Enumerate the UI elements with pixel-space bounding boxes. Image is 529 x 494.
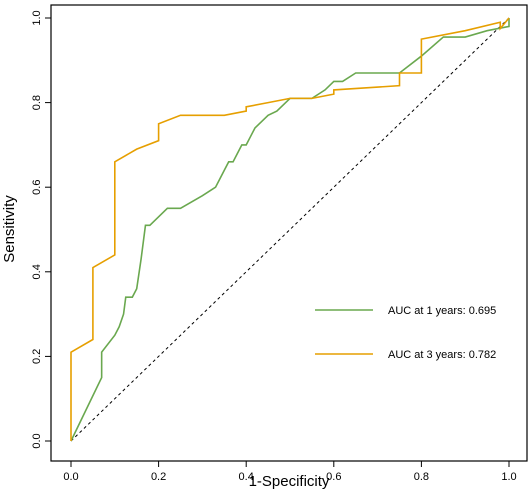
- plot-frame: [50, 4, 528, 462]
- legend: AUC at 1 years: 0.695 AUC at 3 years: 0.7…: [315, 305, 496, 361]
- series-layer: [70, 17, 510, 442]
- y-axis-title: Sensitivity: [1, 195, 18, 263]
- y-tick-label: 1.0: [31, 10, 43, 25]
- y-tick-label: 0.2: [31, 349, 43, 364]
- y-tick-label: 0.4: [31, 264, 43, 279]
- legend-label-2: AUC at 3 years: 0.782: [388, 349, 496, 361]
- y-tick-label: 0.8: [31, 95, 43, 110]
- x-tick-label: 0.0: [63, 471, 78, 483]
- y-ticks: 0.0 0.2 0.4 0.6 0.8 1.0: [31, 10, 51, 449]
- x-tick-label: 1.0: [501, 471, 516, 483]
- x-tick-label: 0.8: [414, 471, 429, 483]
- x-axis-title: 1-Specificity: [249, 473, 330, 490]
- reference-line-layer: [70, 17, 510, 442]
- reference-diagonal-line: [70, 17, 510, 442]
- x-tick-label: 0.6: [326, 471, 341, 483]
- y-tick-label: 0.6: [31, 180, 43, 195]
- x-ticks: 0.0 0.2 0.4 0.6 0.8 1.0: [63, 461, 517, 483]
- roc-series-line-2: [70, 17, 510, 441]
- x-tick-label: 0.2: [151, 471, 166, 483]
- x-tick-label: 0.4: [239, 471, 254, 483]
- y-tick-label: 0.0: [31, 433, 43, 448]
- roc-series-line-1: [70, 18, 510, 442]
- legend-label-1: AUC at 1 years: 0.695: [388, 305, 496, 317]
